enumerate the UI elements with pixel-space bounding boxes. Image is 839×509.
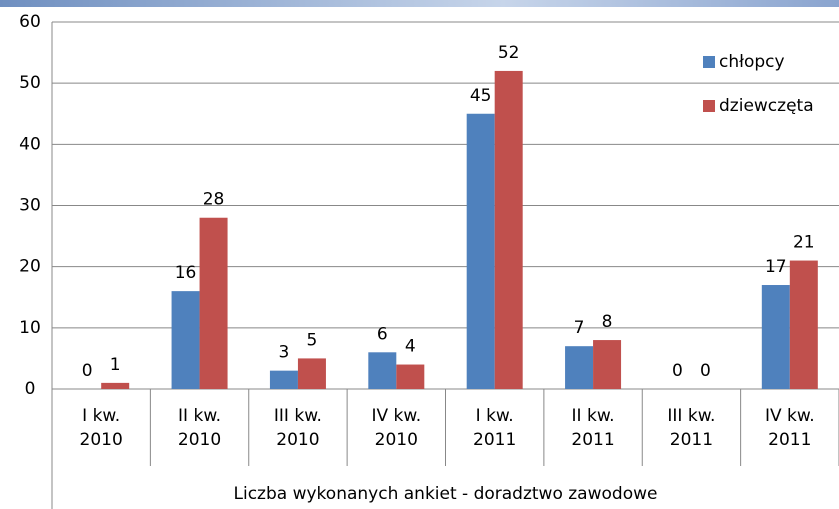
y-tick-label: 30 (19, 196, 41, 216)
data-label: 7 (574, 318, 585, 338)
data-label: 5 (307, 330, 318, 350)
bar (269, 370, 298, 389)
bar (297, 358, 326, 389)
legend-swatch (703, 56, 715, 68)
bar (565, 346, 594, 389)
x-tick-label: I kw. 2011 (473, 406, 517, 450)
data-label: 4 (405, 337, 416, 357)
bar (101, 382, 130, 389)
data-label: 45 (470, 86, 492, 106)
data-label: 6 (377, 324, 388, 344)
bar (494, 70, 523, 389)
bar (396, 364, 425, 389)
data-label: 28 (203, 190, 225, 210)
data-label: 0 (700, 361, 711, 381)
y-tick-label: 50 (19, 73, 41, 93)
top-strip (0, 0, 839, 7)
y-tick-label: 10 (19, 318, 41, 338)
y-tick-label: 60 (19, 12, 41, 32)
bar (199, 217, 228, 389)
data-label: 8 (602, 312, 613, 332)
data-label: 0 (82, 361, 93, 381)
x-tick-label: III kw. 2010 (273, 406, 322, 450)
x-tick-label: IV kw. 2010 (371, 406, 422, 450)
data-label: 3 (279, 343, 290, 363)
x-tick-label: III kw. 2011 (667, 406, 716, 450)
bar (171, 291, 200, 389)
x-tick-label: II kw. 2011 (571, 406, 615, 450)
y-tick-label: 20 (19, 257, 41, 277)
bar (593, 340, 622, 389)
x-axis-title: Liczba wykonanych ankiet - doradztwo zaw… (233, 484, 658, 504)
bar (761, 285, 790, 389)
bar (789, 260, 818, 389)
y-tick-label: 0 (25, 379, 36, 399)
y-tick-label: 40 (19, 134, 41, 154)
x-tick-label: I kw. 2010 (79, 406, 123, 450)
legend-swatch (703, 100, 715, 112)
data-label: 0 (672, 361, 683, 381)
data-label: 21 (793, 233, 815, 253)
bar (368, 352, 397, 389)
x-tick-label: IV kw. 2011 (764, 406, 815, 450)
data-label: 52 (498, 43, 520, 63)
legend-label: chłopcy (719, 52, 785, 72)
data-label: 16 (175, 263, 197, 283)
bar (466, 113, 495, 389)
data-label: 17 (765, 257, 787, 277)
data-label: 1 (110, 355, 121, 375)
x-tick-label: II kw. 2010 (177, 406, 222, 450)
legend-label: dziewczęta (719, 96, 814, 116)
